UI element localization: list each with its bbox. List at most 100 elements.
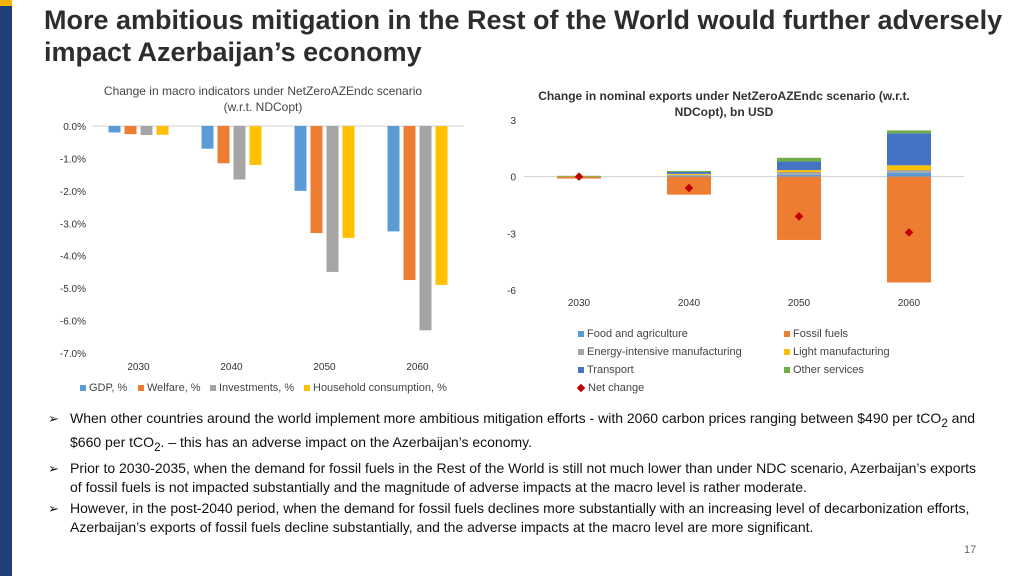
right-x-tick-label: 2060 [898,298,921,309]
right-legend-item-energy-intensive-manufacturing: Energy-intensive manufacturing [578,346,742,358]
side-bar [0,0,12,576]
bullet-item-2: ➢ Prior to 2030-2035, when the demand fo… [48,459,978,498]
left-legend-item-gdp: GDP, % [80,382,127,394]
bullet-1-text-c: . – this has an adverse impact on the Az… [160,434,533,451]
legend-label: Food and agriculture [587,328,688,340]
left-y-tick-label: 0.0% [63,122,86,133]
left-bar-household-consumption-2050 [342,126,355,238]
right-bar-transport-2040 [667,171,711,174]
legend-label: Net change [588,382,645,394]
left-bar-gdp-2040 [201,126,214,149]
legend-label: Energy-intensive manufacturing [587,346,742,358]
right-bar-other-services-2050 [777,157,821,162]
left-bar-welfare-2030 [124,126,137,135]
left-x-tick-label: 2040 [220,362,243,373]
right-net-change-marker-2030 [574,172,584,181]
right-bar-energy-intensive-manufacturing-2040 [667,174,711,176]
right-x-tick-label: 2040 [678,298,701,309]
left-bar-household-consumption-2040 [249,126,262,165]
legend-swatch [304,385,310,391]
right-y-tick-label: 3 [510,116,516,127]
left-x-tick-label: 2050 [313,362,336,373]
legend-label: Investments, % [219,382,295,394]
left-bar-gdp-2060 [387,126,400,232]
right-legend-item-other-services: Other services [784,364,864,376]
legend-label: Welfare, % [147,382,201,394]
left-bar-gdp-2050 [294,126,307,191]
left-y-tick-label: -7.0% [60,349,86,360]
right-bar-light-manufacturing-2050 [777,170,821,172]
left-y-tick-label: -3.0% [60,219,86,230]
right-chart-title: Change in nominal exports under NetZeroA… [538,89,910,119]
right-legend-item-net-change: Net change [576,382,645,394]
legend-swatch [578,331,584,337]
legend-swatch [784,349,790,355]
right-bar-other-services-2040 [667,171,711,172]
right-bar-transport-2050 [777,161,821,171]
right-legend-item-transport: Transport [578,364,634,376]
right-y-tick-label: -3 [507,229,516,240]
bullet-3-text: However, in the post-2040 period, when t… [70,499,970,536]
bullet-1-subscript-a: 2 [941,416,948,430]
right-legend-item-fossil-fuels: Fossil fuels [784,328,848,340]
bullet-1-subscript-b: 2 [154,441,161,455]
legend-swatch [80,385,86,391]
left-y-tick-label: -2.0% [60,187,86,198]
bullet-item-3: ➢ However, in the post-2040 period, when… [48,499,978,538]
left-chart: 0.0% -1.0% -2.0% -3.0% -4.0% -5.0% -6.0% -7.0% 2… [60,122,464,373]
bullet-list: ➢ When other countries around the world … [48,409,978,539]
right-y-tick-label: 0 [510,173,516,184]
legend-diamond-icon [576,383,586,393]
left-y-tick-label: -5.0% [60,284,86,295]
slide-title: More ambitious mitigation in the Rest of… [44,5,1003,67]
left-bar-household-consumption-2030 [156,126,169,135]
bullet-1-text-b: and $660 per tCO [70,410,976,451]
left-bar-gdp-2030 [108,126,121,133]
legend-label: Transport [587,364,634,376]
right-legend-item-food-and-agriculture: Food and agriculture [578,328,688,340]
legend-label: Fossil fuels [793,328,849,340]
legend-swatch [210,385,216,391]
right-bar-fossil-fuels-2050 [777,176,821,240]
left-legend-item-welfare: Welfare, % [138,382,201,394]
left-bar-welfare-2050 [310,126,323,234]
left-y-tick-label: -4.0% [60,252,86,263]
right-bar-food-and-agriculture-2040 [667,175,711,177]
left-y-tick-label: -6.0% [60,317,86,328]
bullet-1-text-a: When other countries around the world im… [70,410,942,426]
left-bar-investments-2050 [326,126,339,272]
legend-label: Light manufacturing [793,346,890,358]
bullet-arrow-icon: ➢ [48,460,59,476]
right-chart: 3 0 -3 -6 2030 2040 2050 2060 [507,116,964,309]
right-bar-light-manufacturing-2040 [667,173,711,175]
left-legend-item-household-consumption: Household consumption, % [304,382,447,394]
bullet-item-1: ➢ When other countries around the world … [48,409,978,458]
right-bar-food-and-agriculture-2050 [777,174,821,177]
right-bar-transport-2060 [887,133,931,166]
side-bar-accent [0,0,12,6]
right-bar-other-services-2060 [887,130,931,134]
left-bar-investments-2040 [233,126,246,180]
right-y-tick-label: -6 [507,286,516,297]
left-bar-welfare-2040 [217,126,230,164]
left-bar-household-consumption-2060 [435,126,448,285]
right-bar-energy-intensive-manufacturing-2060 [887,170,931,173]
right-bar-food-and-agriculture-2060 [887,172,931,177]
bullet-arrow-icon: ➢ [48,411,59,426]
right-x-tick-label: 2050 [788,298,811,309]
right-bar-light-manufacturing-2060 [887,165,931,171]
left-legend-item-investments: Investments, % [210,382,294,394]
legend-swatch [784,331,790,337]
left-y-tick-label: -1.0% [60,154,86,165]
left-bar-investments-2030 [140,126,153,136]
legend-swatch [784,367,790,373]
left-x-tick-label: 2060 [406,362,429,373]
left-bar-welfare-2060 [403,126,416,281]
right-bar-energy-intensive-manufacturing-2050 [777,171,821,175]
left-chart-title: Change in macro indicators under NetZero… [103,84,423,114]
legend-label: Household consumption, % [313,382,447,394]
right-legend-item-light-manufacturing: Light manufacturing [784,346,890,358]
legend-label: GDP, % [89,382,128,394]
bullet-arrow-icon: ➢ [48,500,59,516]
left-bar-investments-2060 [419,126,432,331]
